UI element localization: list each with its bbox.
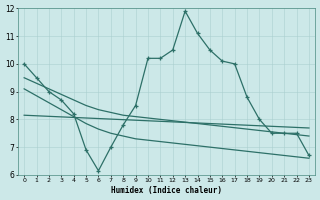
X-axis label: Humidex (Indice chaleur): Humidex (Indice chaleur) [111, 186, 222, 195]
